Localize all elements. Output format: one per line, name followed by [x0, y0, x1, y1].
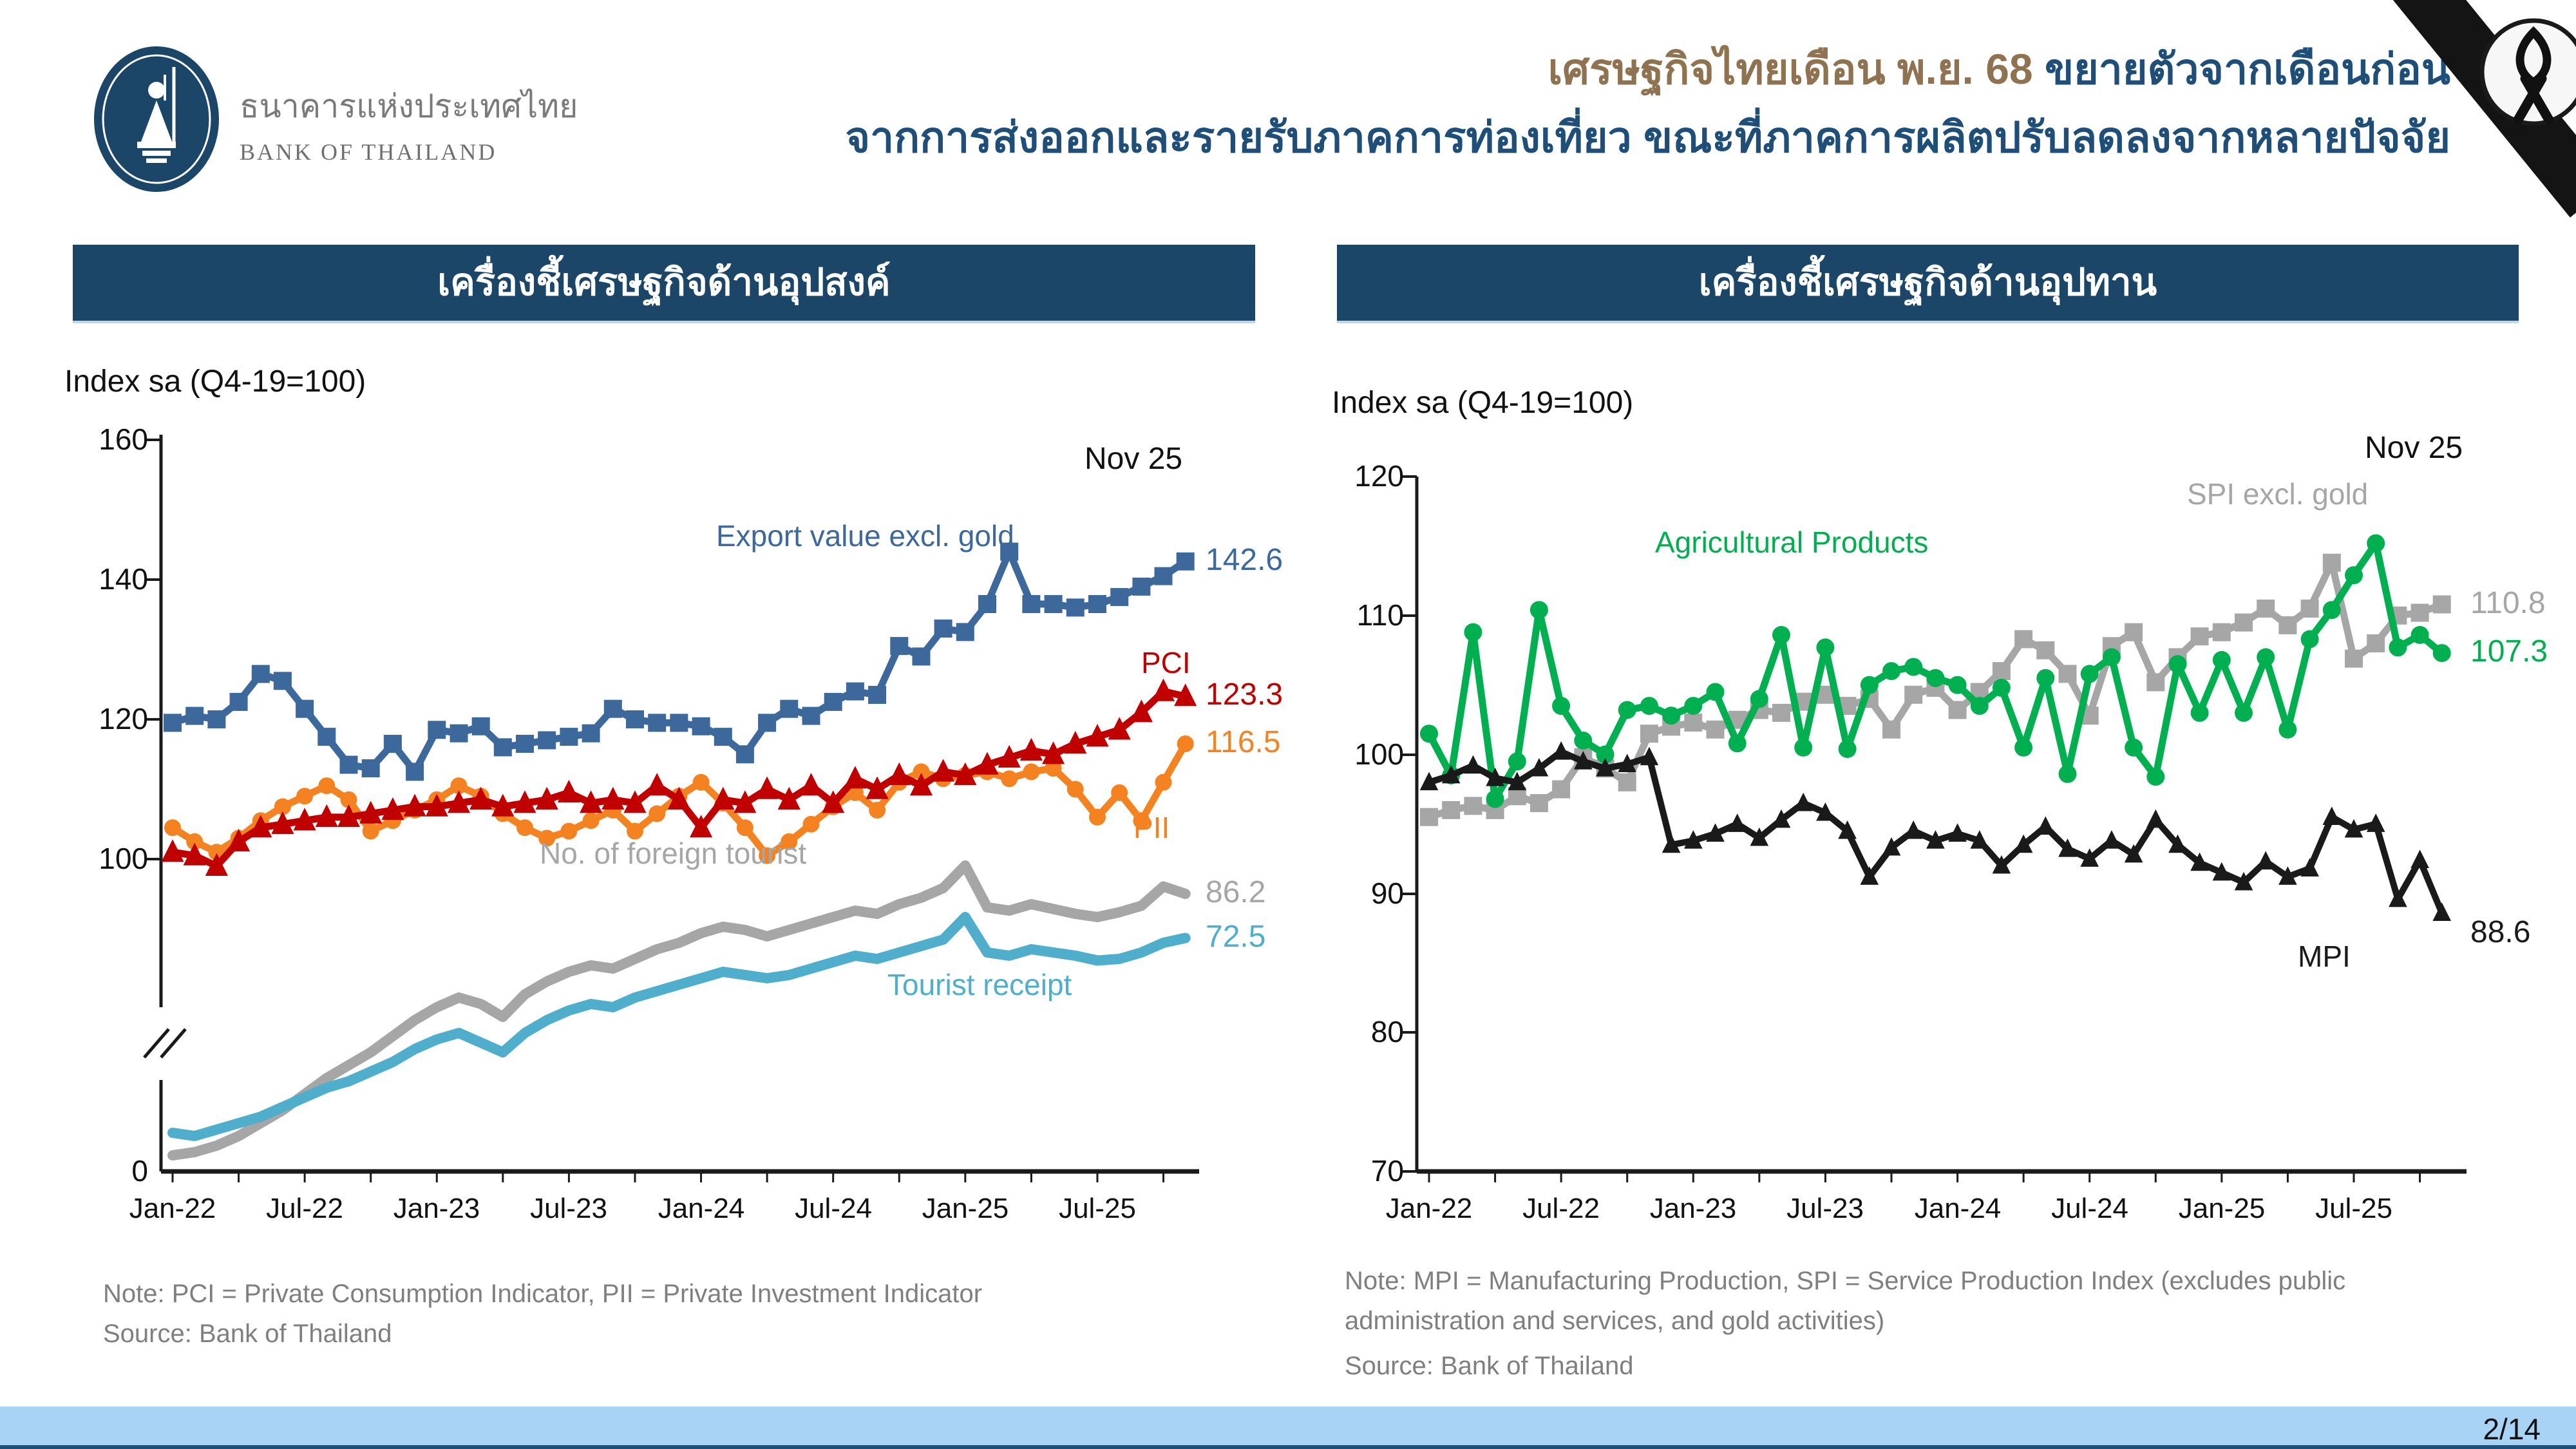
mpi-series-label: MPI	[2298, 940, 2351, 973]
right-ytick-120: 120	[1354, 459, 1404, 493]
right-chart-note: Note: MPI = Manufacturing Production, SP…	[1345, 1267, 2346, 1335]
left-date-label: Nov 25	[1084, 442, 1183, 476]
mourning-ribbon-icon	[2392, 0, 2576, 218]
left-xtick-jan25: Jan-25	[922, 1193, 1009, 1224]
foreign-tourist-series-label: No. of foreign tourist	[540, 837, 807, 870]
right-xtick-jan23: Jan-23	[1649, 1193, 1737, 1224]
bot-english-name: BANK OF THAILAND	[240, 139, 497, 165]
pii-series-label: PII	[1133, 811, 1170, 844]
right-ytick-100: 100	[1354, 737, 1404, 771]
export-series-label: Export value excl. gold	[716, 519, 1014, 553]
right-xtick-jan22: Jan-22	[1385, 1193, 1473, 1224]
pii-end-value: 116.5	[1206, 725, 1281, 759]
bot-thai-name: ธนาคารแห่งประเทศไทย	[240, 88, 578, 124]
right-date-label: Nov 25	[2365, 431, 2463, 465]
agri-series-label: Agricultural Products	[1655, 526, 1929, 559]
left-xtick-jul24: Jul-24	[795, 1193, 872, 1224]
right-xtick-jul23: Jul-23	[1786, 1193, 1864, 1224]
right-xtick-jan25: Jan-25	[2178, 1193, 2266, 1224]
series-line-tourist-receipt	[167, 912, 1191, 1141]
right-xtick-jul22: Jul-22	[1522, 1193, 1600, 1224]
left-chart-source: Source: Bank of Thailand	[103, 1320, 392, 1348]
right-xtick-jul24: Jul-24	[2051, 1193, 2128, 1224]
left-chart-note: Note: PCI = Private Consumption Indicato…	[103, 1280, 983, 1308]
footer-strip	[0, 1445, 2576, 1449]
spi-series-label: SPI excl. gold	[2187, 477, 2369, 511]
mpi-end-value: 88.6	[2470, 915, 2531, 949]
right-chart-source: Source: Bank of Thailand	[1345, 1352, 1634, 1380]
export-end-value: 142.6	[1206, 543, 1283, 577]
right-ytick-90: 90	[1370, 876, 1404, 910]
slide-title-line1: เศรษฐกิจไทยเดือน พ.ย. 68 ขยายตัวจากเดือน…	[583, 48, 2450, 90]
page-number: 2/14	[2483, 1412, 2541, 1446]
right-ytick-70: 70	[1370, 1154, 1404, 1188]
slide-title: เศรษฐกิจไทยเดือน พ.ย. 68 ขยายตัวจากเดือน…	[583, 48, 2450, 158]
left-xtick-jul25: Jul-25	[1059, 1193, 1136, 1224]
left-xtick-jan24: Jan-24	[658, 1193, 745, 1224]
left-ytick-100: 100	[99, 842, 148, 875]
series-line-agricultural-products	[1425, 540, 2446, 803]
series-line-mpi	[1426, 748, 2445, 916]
tourist-receipt-series-label: Tourist receipt	[887, 968, 1072, 1001]
left-ytick-140: 140	[99, 562, 148, 596]
bot-emblem-icon	[94, 46, 219, 192]
left-xtick-jan23: Jan-23	[393, 1193, 480, 1224]
spi-end-value: 110.8	[2470, 586, 2546, 620]
tourist-receipt-end-value: 72.5	[1206, 920, 1266, 954]
series-line-no-of-foreign-tourist	[167, 860, 1191, 1160]
right-ytick-80: 80	[1370, 1015, 1404, 1048]
left-ytick-160: 160	[99, 422, 148, 456]
right-axis-title: Index sa (Q4-19=100)	[1332, 386, 1634, 420]
bot-logo	[92, 45, 221, 196]
section-bar-demand: เครื่องชี้เศรษฐกิจด้านอุปสงค์	[73, 245, 1255, 323]
left-xtick-jul22: Jul-22	[266, 1193, 343, 1224]
left-ytick-120: 120	[99, 702, 148, 735]
axis-break-icon	[160, 1028, 187, 1059]
demand-chart-canvas	[143, 435, 1199, 1182]
right-ytick-110: 110	[1356, 598, 1404, 632]
title-line1-rest: ขยายตัวจากเดือนก่อน	[2044, 45, 2450, 93]
slide-title-line2: จากการส่งออกและรายรับภาคการท่องเที่ยว ขณ…	[845, 113, 2450, 161]
agri-end-value: 107.3	[2470, 634, 2548, 668]
footer-bar	[0, 1406, 2576, 1445]
pci-end-value: 123.3	[1206, 677, 1283, 712]
left-xtick-jul23: Jul-23	[530, 1193, 607, 1224]
left-axis-title: Index sa (Q4-19=100)	[64, 365, 366, 399]
right-xtick-jul25: Jul-25	[2315, 1193, 2392, 1224]
pci-series-label: PCI	[1141, 646, 1191, 679]
series-line-spi-excl-gold	[1425, 559, 2446, 821]
section-bar-supply: เครื่องชี้เศรษฐกิจด้านอุปทาน	[1337, 245, 2519, 323]
axis-break-icon	[143, 1028, 170, 1059]
bot-logo-text: ธนาคารแห่งประเทศไทย BANK OF THAILAND	[240, 81, 578, 166]
series-line-export-value-excl-gold	[169, 548, 1189, 775]
left-xtick-jan22: Jan-22	[129, 1193, 216, 1224]
right-xtick-jan24: Jan-24	[1914, 1193, 2002, 1224]
title-month-highlight: เศรษฐกิจไทยเดือน พ.ย. 68	[1548, 45, 2033, 93]
left-ytick-0: 0	[131, 1154, 148, 1188]
foreign-tourist-end-value: 86.2	[1206, 875, 1266, 909]
